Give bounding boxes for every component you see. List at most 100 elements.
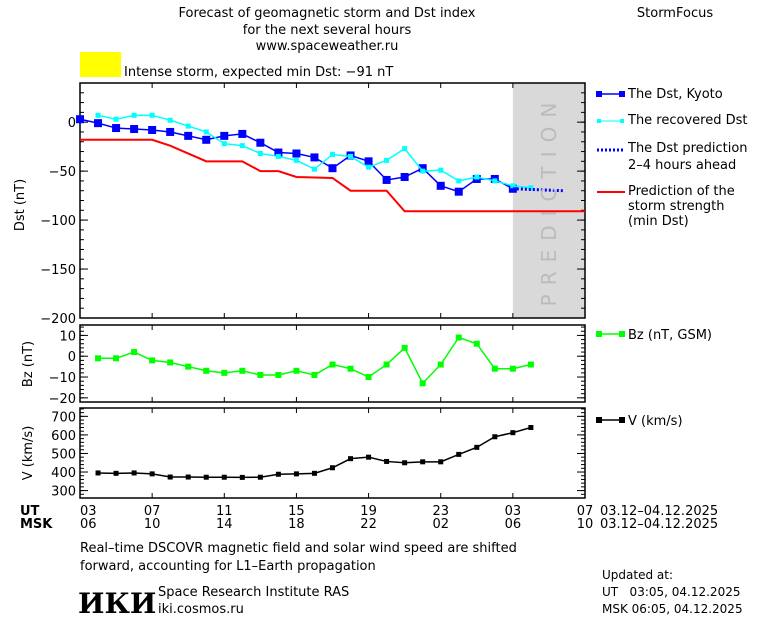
y-tick-label: −150	[40, 263, 76, 278]
data-point-the-recovered-dst	[348, 153, 354, 159]
data-point-v-km-s	[366, 454, 372, 460]
plot-frame	[79, 82, 586, 319]
msk-tick-label: 10	[144, 517, 161, 532]
legend-v: V (km/s)	[628, 414, 683, 429]
data-point-bz-nt-gsm	[275, 371, 282, 378]
legend-recovered-marker	[597, 119, 601, 123]
y-tick-label: 0	[68, 350, 76, 365]
data-point-the-recovered-dst	[131, 112, 137, 118]
prediction-band	[512, 83, 585, 318]
y-tick-label: 10	[59, 329, 76, 344]
data-point-bz-nt-gsm	[113, 355, 120, 362]
legend-strength-2: storm strength	[628, 199, 725, 214]
data-point-the-dst-kyoto	[400, 173, 409, 181]
data-point-v-km-s	[438, 459, 444, 465]
data-point-v-km-s	[528, 424, 534, 430]
data-point-v-km-s	[456, 451, 462, 457]
msk-label: MSK	[20, 517, 53, 532]
data-point-the-dst-kyoto	[130, 125, 139, 134]
plot-frame	[79, 324, 586, 403]
data-point-v-km-s	[203, 474, 209, 480]
data-point-the-recovered-dst	[330, 151, 335, 157]
ut-tick-label: 11	[216, 504, 233, 519]
msk-dates: 03.12–04.12.2025	[600, 517, 718, 532]
data-point-the-recovered-dst	[149, 112, 155, 118]
y-tick-label: 700	[51, 410, 76, 425]
data-point-the-recovered-dst	[492, 178, 498, 184]
ut-dates: 03.12–04.12.2025	[600, 504, 718, 519]
msk-tick-label: 02	[432, 517, 449, 532]
series-line-the-dst-prediction-2-4-hours-ahead	[512, 187, 564, 193]
data-point-v-km-s	[95, 470, 101, 476]
data-point-the-recovered-dst	[221, 141, 227, 147]
data-point-the-dst-kyoto	[256, 138, 265, 147]
data-point-the-recovered-dst	[185, 123, 191, 129]
data-point-v-km-s	[474, 444, 480, 450]
title-line1: Forecast of geomagnetic storm and Dst in…	[178, 6, 475, 21]
data-point-v-km-s	[221, 474, 227, 480]
panel-0: 0 −50 −100 −150 −200	[40, 82, 586, 327]
prediction-band-label: PREDICTION	[537, 94, 561, 307]
data-point-bz-nt-gsm	[527, 361, 534, 368]
data-point-the-dst-kyoto	[184, 131, 193, 140]
data-point-v-km-s	[510, 430, 516, 436]
data-point-v-km-s	[402, 460, 408, 466]
data-point-the-dst-kyoto	[310, 153, 319, 162]
data-point-bz-nt-gsm	[221, 369, 228, 376]
ut-tick-label: 07	[144, 504, 161, 519]
legend: The Dst, Kyoto The recovered Dst The Dst…	[596, 87, 748, 429]
msk-tick-label: 06	[80, 517, 97, 532]
data-point-bz-nt-gsm	[239, 367, 246, 374]
data-point-the-recovered-dst	[275, 153, 281, 159]
data-point-the-recovered-dst	[366, 164, 372, 170]
data-point-the-dst-kyoto	[436, 181, 445, 190]
site-url[interactable]: www.spaceweather.ru	[256, 39, 399, 54]
note-line1: Real–time DSCOVR magnetic field and sola…	[80, 541, 517, 556]
data-point-the-recovered-dst	[257, 151, 263, 156]
data-point-bz-nt-gsm	[509, 365, 516, 372]
data-point-v-km-s	[348, 456, 354, 462]
data-point-v-km-s	[239, 474, 245, 480]
brand: StormFocus	[637, 6, 713, 21]
legend-kyoto: The Dst, Kyoto	[627, 87, 723, 102]
data-point-the-dst-kyoto	[382, 175, 391, 184]
institute-url[interactable]: iki.cosmos.ru	[158, 602, 244, 617]
updated-ut: UT 03:05, 04.12.2025	[602, 585, 740, 599]
data-point-bz-nt-gsm	[473, 340, 480, 347]
legend-v-marker	[596, 417, 602, 423]
data-point-the-dst-kyoto	[76, 115, 84, 124]
data-point-bz-nt-gsm	[311, 371, 318, 378]
data-point-the-recovered-dst	[402, 146, 408, 152]
data-point-v-km-s	[185, 474, 191, 480]
title-line2: for the next several hours	[243, 23, 412, 38]
updated-label: Updated at:	[602, 568, 673, 582]
legend-bz-marker	[596, 331, 602, 337]
iki-logo: ИКИ	[78, 587, 156, 620]
note-line2: forward, accounting for L1–Earth propaga…	[80, 559, 376, 574]
data-point-v-km-s	[113, 470, 119, 476]
data-point-the-recovered-dst	[113, 116, 119, 122]
y-tick-label: −20	[49, 392, 76, 407]
dst-axis-title: Dst (nT)	[13, 179, 28, 231]
panel-2: 700 600 500 400 300	[51, 407, 586, 500]
data-point-the-recovered-dst	[95, 112, 101, 118]
data-point-the-recovered-dst	[456, 178, 462, 184]
data-point-the-recovered-dst	[420, 168, 426, 174]
data-point-the-recovered-dst	[311, 166, 317, 172]
data-point-the-recovered-dst	[384, 157, 390, 163]
data-point-the-dst-kyoto	[454, 187, 463, 196]
data-point-the-dst-kyoto	[148, 126, 157, 134]
legend-prediction-1: The Dst prediction	[627, 141, 748, 156]
y-tick-label: 500	[51, 447, 76, 462]
ut-tick-label: 07	[577, 504, 594, 519]
data-point-bz-nt-gsm	[203, 367, 210, 374]
data-point-v-km-s	[330, 465, 335, 471]
legend-recovered-marker	[620, 119, 624, 123]
data-point-the-recovered-dst	[167, 117, 173, 123]
alert-text: Intense storm, expected min Dst: −91 nT	[124, 65, 393, 80]
data-point-bz-nt-gsm	[419, 380, 426, 387]
data-point-bz-nt-gsm	[185, 363, 192, 370]
data-point-bz-nt-gsm	[491, 365, 498, 372]
data-point-the-dst-kyoto	[220, 131, 229, 140]
data-point-bz-nt-gsm	[401, 344, 408, 351]
